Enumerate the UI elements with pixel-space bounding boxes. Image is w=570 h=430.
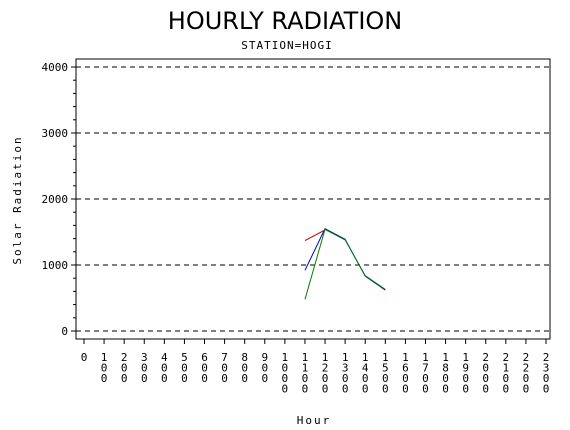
chart-title: HOURLY RADIATION xyxy=(168,7,402,35)
x-tick-labels: 0 1 0 0 2 0 0 3 0 0 4 0 0 5 0 0 6 0 0 7 0 0 8 0 0 9 0 0 1 0 0 0 1 1 0 0 1 2 0 0… xyxy=(81,351,550,396)
series-line-3 xyxy=(304,228,386,300)
grid-lines xyxy=(76,66,550,332)
y-tick-label: 1000 xyxy=(42,259,69,272)
series-lines xyxy=(304,228,386,300)
y-axis-label: Solar Radiation xyxy=(11,135,24,264)
y-tick-label: 3000 xyxy=(42,127,69,140)
chart-subtitle: STATION=HOGI xyxy=(241,39,332,52)
axes xyxy=(71,58,551,344)
y-tick-label: 2000 xyxy=(42,193,69,206)
series-line-2 xyxy=(304,229,326,242)
series-line-1 xyxy=(304,228,386,291)
y-tick-labels: 0 1000 2000 3000 4000 xyxy=(42,61,69,338)
y-tick-label: 0 xyxy=(61,325,68,338)
x-axis-label: Hour xyxy=(297,414,332,427)
y-tick-label: 4000 xyxy=(42,61,69,74)
x-tick-label: 0 xyxy=(81,351,88,364)
